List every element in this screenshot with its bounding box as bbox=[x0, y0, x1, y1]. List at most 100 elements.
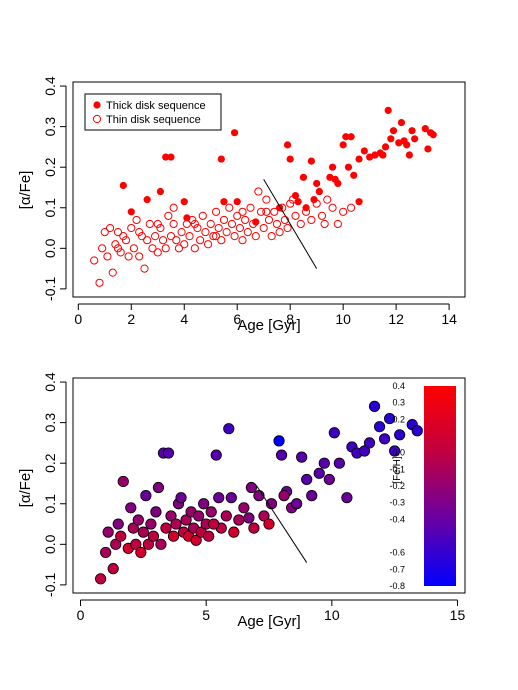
thin-disk-point bbox=[124, 252, 133, 261]
thin-disk-point bbox=[140, 264, 149, 273]
colored-point bbox=[155, 538, 167, 550]
colorbar: 0.4 0.3 0.2 0.0 -0.1 -0.2 -0.3 -0.4 -0.6 -0.7 -0.8… bbox=[389, 381, 456, 591]
thin-disk-point bbox=[158, 236, 168, 245]
thin-disk-point bbox=[190, 244, 199, 253]
thin-disk-point bbox=[222, 227, 231, 237]
x-tick-label: 4 bbox=[180, 311, 188, 327]
colored-point bbox=[117, 475, 129, 488]
thin-disk-point bbox=[153, 219, 162, 229]
y-tick-label: 0.3 bbox=[42, 413, 58, 433]
y-tick-label: 0.0 bbox=[42, 534, 58, 554]
thick-disk-point bbox=[328, 163, 337, 171]
thin-disk-point bbox=[174, 244, 184, 253]
colored-point bbox=[175, 492, 187, 504]
colored-point bbox=[358, 445, 371, 457]
thick-disk-point bbox=[167, 153, 175, 161]
thick-disk-point bbox=[355, 155, 363, 163]
thin-disk-point bbox=[135, 252, 144, 261]
thin-disk-point bbox=[243, 227, 252, 237]
thin-disk-point bbox=[180, 240, 189, 249]
colored-point bbox=[152, 481, 165, 494]
thin-disk-point bbox=[246, 203, 255, 212]
colored-point bbox=[341, 492, 353, 504]
thin-disk-point bbox=[254, 187, 263, 196]
thin-disk-point bbox=[111, 240, 120, 249]
colored-point bbox=[150, 506, 162, 518]
thin-disk-point bbox=[113, 244, 123, 253]
colored-point bbox=[275, 449, 288, 461]
colored-point bbox=[132, 514, 144, 526]
thin-disk-point bbox=[275, 227, 284, 237]
thick-disk-point bbox=[313, 179, 321, 188]
thin-disk-point bbox=[116, 248, 125, 257]
bottom-panel: 0 5 10 15 -0.1 0.0 0.1 0.2 0.3 0.4 Age [Gyr] [α/… bbox=[17, 372, 466, 630]
thin-disk-point bbox=[127, 223, 136, 233]
thin-disk-point bbox=[161, 244, 170, 253]
colorbar-tick-label: 0.2 bbox=[392, 414, 405, 424]
colored-point bbox=[238, 502, 250, 514]
plot-frame bbox=[72, 81, 466, 298]
thick-disk-point bbox=[379, 151, 387, 159]
thin-disk-point bbox=[169, 219, 178, 229]
y-tick-label: 0.4 bbox=[42, 76, 58, 96]
y-axis-label: [α/Fe] bbox=[17, 469, 34, 508]
colored-point bbox=[306, 490, 318, 502]
colored-point bbox=[137, 526, 149, 538]
colored-point bbox=[313, 467, 325, 479]
colored-point bbox=[190, 534, 202, 546]
thick-disk-point bbox=[299, 173, 308, 181]
colored-point bbox=[323, 473, 335, 486]
colored-point bbox=[291, 498, 303, 510]
colored-point bbox=[223, 423, 235, 435]
colored-point bbox=[205, 506, 217, 518]
thin-disk-point bbox=[201, 227, 210, 237]
colorbar-tick-label: 0.0 bbox=[392, 448, 405, 458]
thin-disk-point bbox=[185, 232, 194, 241]
y-tick-label: 0.3 bbox=[42, 117, 58, 137]
colorbar-tick-label: -0.4 bbox=[389, 514, 405, 524]
x-tick-label: 15 bbox=[450, 607, 466, 623]
thin-disk-point bbox=[98, 244, 107, 253]
thin-disk-point bbox=[270, 207, 279, 216]
x-tick-label: 14 bbox=[441, 311, 457, 327]
x-tick-label: 8 bbox=[286, 311, 294, 327]
y-tick-label: 0.0 bbox=[42, 238, 58, 258]
thin-disk-point bbox=[90, 256, 99, 265]
thin-disk-point bbox=[296, 219, 305, 229]
thin-disk-point bbox=[129, 244, 139, 253]
colorbar-tick-label: -0.2 bbox=[389, 481, 405, 491]
thick-disk-point bbox=[119, 181, 127, 190]
colored-point bbox=[248, 522, 260, 534]
y-tick-label: 0.2 bbox=[42, 157, 58, 177]
thick-disk-points bbox=[119, 106, 437, 226]
thick-disk-point bbox=[294, 198, 302, 206]
colored-point bbox=[228, 526, 240, 538]
thin-disk-point bbox=[137, 232, 146, 241]
colorbar-ticks: 0.4 0.3 0.2 0.0 -0.1 -0.2 -0.3 -0.4 -0.6 -0.7 -0.8 bbox=[389, 381, 405, 591]
colored-point bbox=[145, 518, 157, 530]
colored-point bbox=[127, 522, 139, 534]
y-tick-label: -0.1 bbox=[42, 573, 58, 597]
colored-point bbox=[110, 538, 122, 550]
thin-disk-point bbox=[328, 203, 337, 212]
x-tick-label: 10 bbox=[324, 607, 340, 623]
thick-disk-point bbox=[421, 125, 429, 133]
thin-disk-point bbox=[198, 211, 207, 220]
thin-disk-point bbox=[153, 248, 162, 257]
colored-point bbox=[296, 451, 308, 463]
thin-disk-point bbox=[211, 232, 221, 241]
thin-disk-point bbox=[217, 236, 226, 245]
y-tick-label: 0.1 bbox=[42, 494, 58, 514]
colored-point bbox=[318, 457, 330, 469]
thin-disk-point bbox=[317, 211, 327, 220]
colored-point bbox=[115, 530, 127, 542]
colored-point bbox=[160, 522, 172, 534]
y-tick-label: 0.2 bbox=[42, 453, 58, 473]
y-tick-label: 0.4 bbox=[42, 372, 58, 392]
thin-disk-point bbox=[238, 236, 247, 245]
thick-disk-point bbox=[162, 153, 170, 161]
thin-disk-point bbox=[206, 219, 215, 229]
thick-disk-point bbox=[347, 133, 355, 141]
thin-disk-point bbox=[211, 207, 221, 216]
colored-point bbox=[167, 530, 180, 542]
